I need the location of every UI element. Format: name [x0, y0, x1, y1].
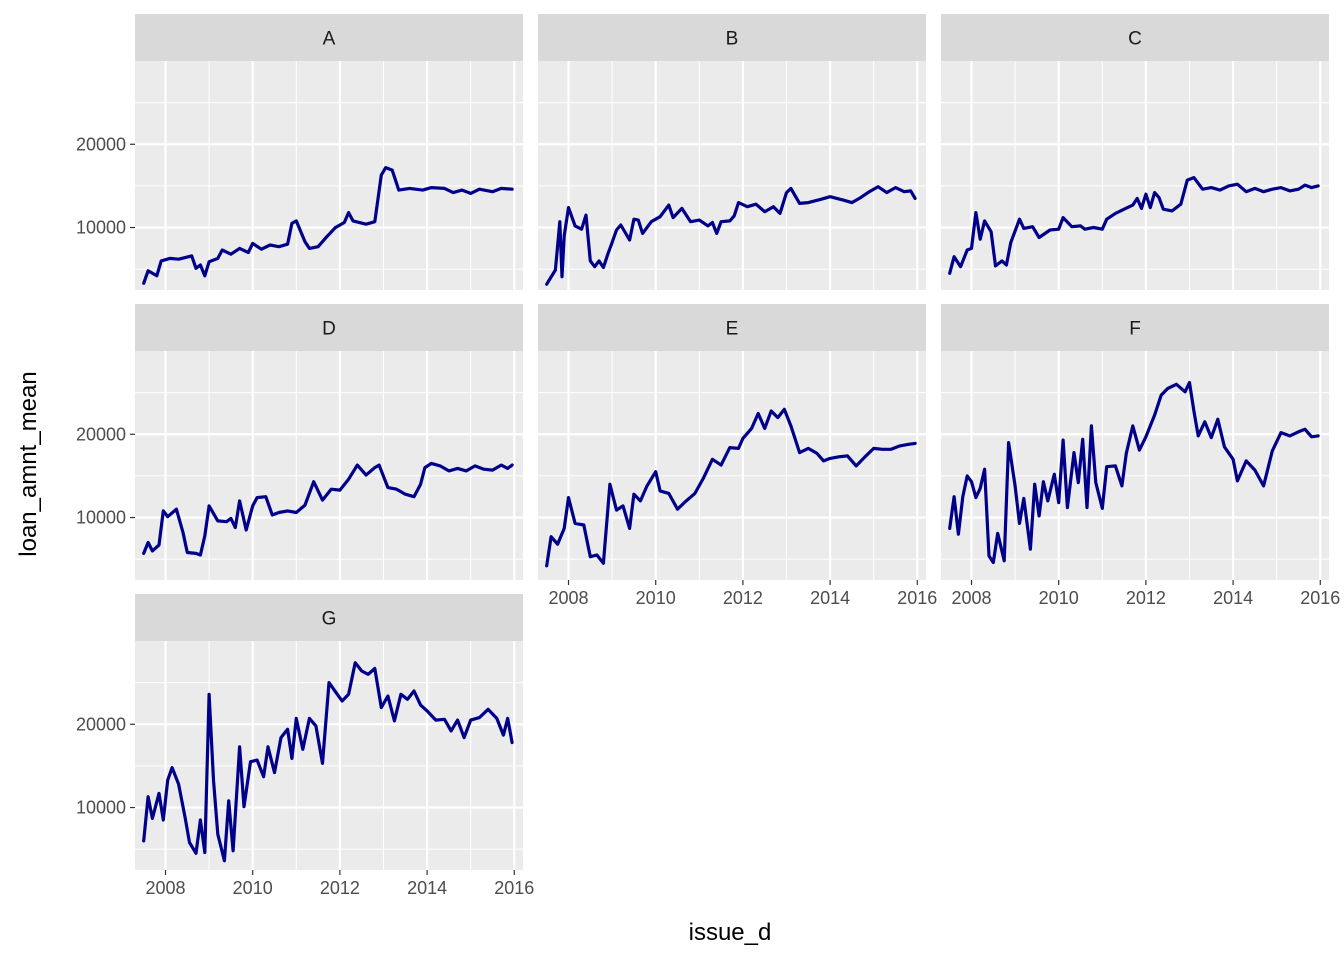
- series-line-B: [545, 185, 917, 286]
- facet-strip-label: E: [726, 319, 739, 340]
- y-tick-label: 10000: [76, 508, 126, 528]
- x-tick-label: 2008: [548, 588, 588, 608]
- facet-panel: B: [538, 14, 926, 290]
- x-tick-label: 2008: [145, 878, 185, 898]
- facet-strip: [941, 304, 1329, 351]
- panel-background: [135, 351, 523, 580]
- series-line-E: [545, 407, 917, 568]
- x-tick-label: 2016: [1300, 588, 1340, 608]
- x-tick-label: 2016: [494, 878, 534, 898]
- facet-strip-label: B: [726, 29, 739, 50]
- facet-panel: D 10000 20000: [76, 304, 523, 580]
- facets-layer: A 10000 20000 B C D 10000 20000 E 2008 2010 2012 201…: [76, 14, 1340, 898]
- x-tick-label: 2014: [1213, 588, 1253, 608]
- facet-strip: [135, 14, 523, 61]
- x-tick-label: 2010: [636, 588, 676, 608]
- series-line-G: [142, 661, 514, 863]
- facet-panel: A 10000 20000: [76, 14, 523, 290]
- facet-strip-label: D: [322, 319, 336, 340]
- x-tick-label: 2012: [723, 588, 763, 608]
- y-tick-label: 20000: [76, 134, 126, 154]
- x-axis-title: issue_d: [689, 919, 772, 946]
- x-tick-label: 2014: [810, 588, 850, 608]
- x-tick-label: 2012: [320, 878, 360, 898]
- panel-background: [941, 61, 1329, 290]
- series-line-A: [142, 166, 514, 285]
- facet-strip-label: F: [1129, 319, 1141, 340]
- facet-strip: [135, 304, 523, 351]
- facet-panel: F 2008 2010 2012 2014 2016: [941, 304, 1340, 608]
- panel-background: [538, 351, 926, 580]
- x-tick-label: 2016: [897, 588, 937, 608]
- x-tick-label: 2014: [407, 878, 447, 898]
- series-line-D: [142, 461, 514, 557]
- facet-strip-label: G: [322, 609, 337, 630]
- series-line-F: [948, 381, 1320, 565]
- facet-panel: G 10000 20000 2008 2010 2012 2014 2016: [76, 594, 534, 898]
- y-axis-title: loan_amnt_mean: [15, 371, 42, 556]
- x-tick-label: 2010: [233, 878, 273, 898]
- series-line-C: [948, 176, 1320, 275]
- facet-strip: [941, 14, 1329, 61]
- facet-panel: C: [941, 14, 1329, 290]
- x-tick-label: 2012: [1126, 588, 1166, 608]
- panel-background: [135, 641, 523, 870]
- facet-panel: E 2008 2010 2012 2014 2016: [538, 304, 937, 608]
- facet-strip-label: A: [323, 29, 336, 50]
- panel-background: [135, 61, 523, 290]
- y-tick-label: 20000: [76, 424, 126, 444]
- facet-strip: [538, 304, 926, 351]
- y-tick-label: 10000: [76, 218, 126, 238]
- facet-strip: [135, 594, 523, 641]
- x-tick-label: 2010: [1039, 588, 1079, 608]
- y-tick-label: 20000: [76, 714, 126, 734]
- x-tick-label: 2008: [951, 588, 991, 608]
- y-tick-label: 10000: [76, 798, 126, 818]
- facet-strip: [538, 14, 926, 61]
- panel-background: [538, 61, 926, 290]
- facet-strip-label: C: [1128, 29, 1142, 50]
